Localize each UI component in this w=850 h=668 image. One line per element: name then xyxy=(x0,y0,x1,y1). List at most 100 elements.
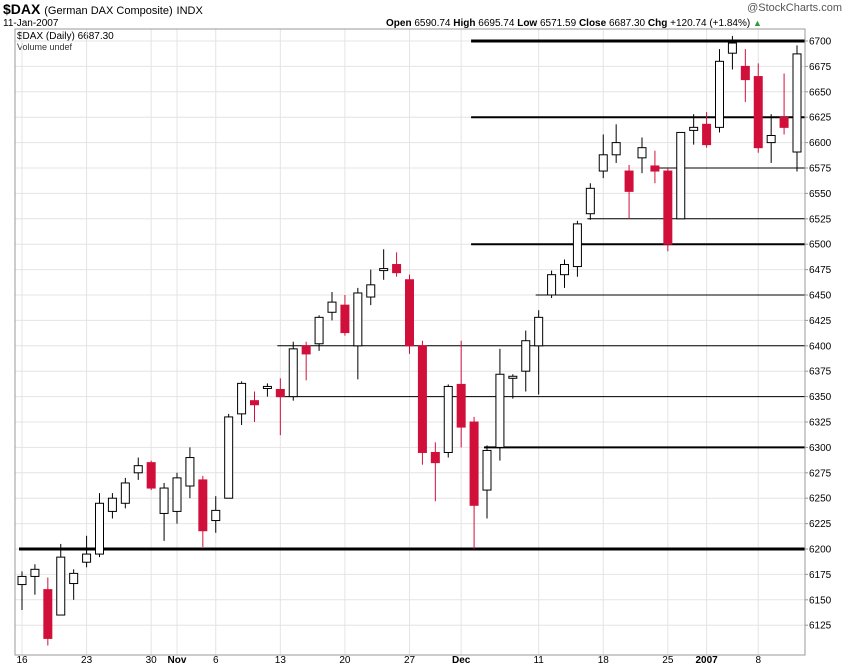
symbol-name: (German DAX Composite) xyxy=(44,5,173,17)
low-value: 6571.59 xyxy=(540,18,577,29)
y-tick-label: 6425 xyxy=(809,316,832,327)
x-tick-label: Nov xyxy=(168,655,187,666)
candle-body xyxy=(469,421,479,506)
low-label: Low xyxy=(517,18,538,29)
support-resistance-lines xyxy=(19,39,805,551)
candle-body xyxy=(340,304,350,334)
x-tick-label: 8 xyxy=(755,655,761,666)
candle-body xyxy=(95,502,104,555)
candle-body xyxy=(715,60,724,128)
x-tick-label: 27 xyxy=(404,655,416,666)
candle-body xyxy=(275,388,285,398)
chg-value: +120.74 (+1.84%) xyxy=(670,18,751,29)
y-tick-label: 6350 xyxy=(809,392,832,403)
chg-label: Chg xyxy=(647,18,668,29)
close-label: Close xyxy=(578,18,607,29)
candle-body xyxy=(689,126,699,131)
x-tick-label: 30 xyxy=(146,655,158,666)
y-tick-label: 6300 xyxy=(809,443,832,454)
candle-body xyxy=(598,154,608,172)
y-tick-label: 6650 xyxy=(809,87,832,98)
y-tick-label: 6550 xyxy=(809,189,832,200)
candle-body xyxy=(417,345,427,453)
x-tick-label: 16 xyxy=(16,655,28,666)
candle-body xyxy=(224,416,234,499)
candle-body xyxy=(353,292,363,347)
y-tick-label: 6150 xyxy=(809,595,832,606)
candle-body xyxy=(611,142,621,156)
x-tick-label: 25 xyxy=(662,655,674,666)
candle-body xyxy=(430,451,440,464)
candle-body xyxy=(327,301,337,313)
ohlc-summary: Open 6590.74 High 6695.74 Low 6571.59 Cl… xyxy=(386,18,762,29)
candle-body xyxy=(250,400,259,406)
x-tick-label: Dec xyxy=(452,655,471,666)
candle-body xyxy=(753,76,763,149)
candle-body xyxy=(624,170,634,192)
chart-title: $DAX (German DAX Composite) INDX xyxy=(3,1,203,17)
candle-body xyxy=(740,65,750,81)
candle-body xyxy=(702,123,712,146)
y-tick-label: 6175 xyxy=(809,570,832,581)
x-tick-label: 23 xyxy=(81,655,93,666)
candle-body xyxy=(82,553,92,563)
close-value: 6687.30 xyxy=(608,18,646,29)
candle-body xyxy=(508,375,518,379)
y-tick-label: 6375 xyxy=(809,367,832,378)
up-arrow-icon: ▲ xyxy=(752,18,762,28)
candle-body xyxy=(637,147,647,159)
y-tick-label: 6275 xyxy=(809,468,832,479)
candle-body xyxy=(120,482,130,504)
candle-body xyxy=(30,568,40,577)
candle-body xyxy=(392,264,402,274)
candle-body xyxy=(482,449,492,491)
candle-body xyxy=(792,53,802,153)
y-tick-label: 6125 xyxy=(809,621,832,632)
candle-body xyxy=(572,223,582,268)
candle-body xyxy=(159,487,169,514)
y-tick-label: 6525 xyxy=(809,214,832,225)
candle-body xyxy=(146,462,156,489)
candle-body xyxy=(198,479,208,532)
candle-body xyxy=(211,509,221,522)
y-tick-label: 6575 xyxy=(809,164,832,175)
candle-body xyxy=(69,572,79,585)
candle-body xyxy=(56,556,66,616)
candle-body xyxy=(366,284,376,298)
candle-body xyxy=(456,383,466,428)
candles xyxy=(17,35,802,646)
candle-body xyxy=(560,264,569,276)
y-tick-label: 6225 xyxy=(809,519,832,530)
y-tick-label: 6200 xyxy=(809,545,832,556)
high-label: High xyxy=(453,18,476,29)
y-tick-label: 6600 xyxy=(809,138,832,149)
y-tick-label: 6450 xyxy=(809,291,832,302)
candle-body xyxy=(650,165,660,172)
candle-body xyxy=(663,170,673,245)
y-tick-label: 6475 xyxy=(809,265,832,276)
x-tick-label: 13 xyxy=(275,655,287,666)
brand-logo: @StockCharts.com xyxy=(747,2,842,14)
candle-body xyxy=(534,316,544,347)
candle-body xyxy=(237,382,247,415)
candle-body xyxy=(17,575,27,586)
y-tick-label: 6250 xyxy=(809,494,832,505)
candle-body xyxy=(185,457,195,487)
plot-frame xyxy=(14,28,806,656)
candle-body xyxy=(585,187,595,215)
candle-body xyxy=(676,131,686,220)
y-tick-label: 6500 xyxy=(809,240,832,251)
candle-body xyxy=(43,589,53,639)
candle-body xyxy=(495,373,505,448)
candle-body xyxy=(107,497,117,512)
x-tick-label: 6 xyxy=(213,655,219,666)
x-tick-label: 2007 xyxy=(695,655,718,666)
candle-body xyxy=(262,385,272,389)
x-tick-label: 11 xyxy=(533,655,544,666)
open-value: 6590.74 xyxy=(414,18,451,29)
candle-body xyxy=(521,340,531,372)
y-tick-label: 6675 xyxy=(809,62,832,73)
y-tick-label: 6700 xyxy=(809,37,832,48)
open-label: Open xyxy=(386,18,412,29)
